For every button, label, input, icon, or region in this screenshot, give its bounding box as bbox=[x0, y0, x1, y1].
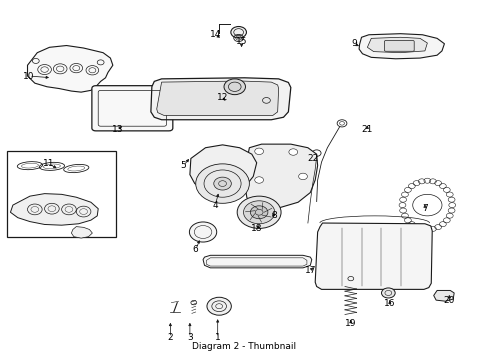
Circle shape bbox=[250, 206, 267, 219]
Text: 10: 10 bbox=[23, 72, 35, 81]
Polygon shape bbox=[366, 37, 427, 53]
Text: 3: 3 bbox=[186, 333, 192, 342]
Text: 14: 14 bbox=[209, 30, 221, 39]
Circle shape bbox=[189, 222, 216, 242]
Polygon shape bbox=[358, 34, 444, 59]
Polygon shape bbox=[10, 194, 98, 225]
Circle shape bbox=[206, 297, 231, 315]
Text: 20: 20 bbox=[443, 296, 454, 305]
Text: 13: 13 bbox=[112, 125, 123, 134]
Circle shape bbox=[213, 177, 231, 190]
Text: 19: 19 bbox=[345, 319, 356, 328]
Circle shape bbox=[288, 149, 297, 155]
Circle shape bbox=[243, 201, 274, 224]
Polygon shape bbox=[189, 145, 256, 193]
Polygon shape bbox=[315, 223, 431, 289]
Text: 4: 4 bbox=[212, 201, 218, 210]
Polygon shape bbox=[157, 81, 278, 116]
Circle shape bbox=[195, 164, 249, 203]
Polygon shape bbox=[203, 255, 311, 268]
Text: 11: 11 bbox=[42, 159, 54, 168]
Circle shape bbox=[298, 173, 307, 180]
Polygon shape bbox=[151, 78, 290, 120]
Circle shape bbox=[237, 196, 281, 228]
Circle shape bbox=[254, 177, 263, 183]
Polygon shape bbox=[27, 45, 113, 92]
Text: 15: 15 bbox=[235, 37, 247, 46]
Polygon shape bbox=[433, 291, 453, 301]
Circle shape bbox=[230, 27, 246, 38]
Text: 21: 21 bbox=[361, 125, 372, 134]
Polygon shape bbox=[71, 226, 92, 238]
Text: 17: 17 bbox=[304, 266, 315, 275]
Circle shape bbox=[224, 79, 245, 95]
Text: 5: 5 bbox=[180, 161, 186, 170]
Text: 18: 18 bbox=[250, 224, 262, 233]
Text: 1: 1 bbox=[214, 333, 220, 342]
Polygon shape bbox=[244, 144, 317, 208]
FancyBboxPatch shape bbox=[384, 41, 413, 51]
FancyBboxPatch shape bbox=[92, 86, 172, 131]
Text: 8: 8 bbox=[270, 211, 276, 220]
Circle shape bbox=[254, 148, 263, 154]
Circle shape bbox=[381, 288, 394, 298]
Text: 16: 16 bbox=[383, 299, 395, 308]
Bar bbox=[6, 151, 116, 237]
Text: 7: 7 bbox=[421, 204, 427, 213]
Text: Diagram 2 - Thumbnail: Diagram 2 - Thumbnail bbox=[192, 342, 296, 351]
Text: 12: 12 bbox=[216, 93, 228, 102]
Text: 6: 6 bbox=[192, 246, 198, 255]
Text: 22: 22 bbox=[306, 154, 318, 163]
Text: 9: 9 bbox=[350, 39, 356, 48]
Text: 2: 2 bbox=[167, 333, 173, 342]
